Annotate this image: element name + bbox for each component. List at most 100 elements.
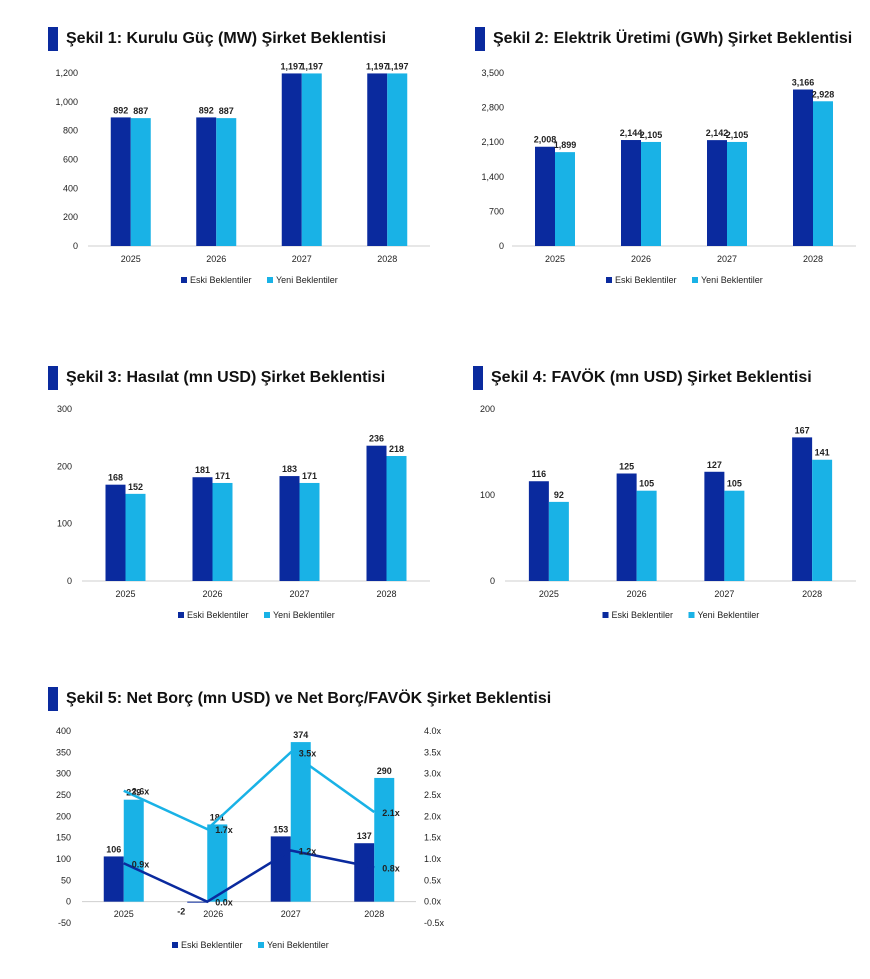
y-tick-label: 700: [489, 206, 504, 216]
bar-new: [387, 73, 408, 247]
y-tick-label: 50: [61, 875, 71, 885]
y2-tick-label: 1.0x: [424, 854, 442, 864]
data-label-old: 2,144: [620, 128, 643, 138]
chart-title-4: Şekil 4: FAVÖK (mn USD) Şirket Beklentis…: [473, 366, 812, 390]
legend-swatch-old: [606, 277, 612, 283]
bar-old: [535, 146, 555, 246]
y2-tick-label: 2.0x: [424, 811, 442, 821]
bar-old: [105, 484, 126, 581]
bar-old: [281, 73, 302, 247]
data-label-new: 239: [126, 788, 141, 798]
bar-old: [192, 477, 213, 581]
bar-new: [299, 482, 320, 581]
y-tick-label: 3,500: [481, 68, 504, 78]
legend-label-new: Yeni Beklentiler: [701, 275, 763, 285]
x-tick-label: 2026: [203, 909, 223, 919]
y-tick-label: 1,000: [55, 97, 78, 107]
data-label-old: 168: [108, 473, 123, 483]
y-tick-label: 2,800: [481, 103, 504, 113]
title-marker: [475, 27, 485, 51]
bar-new: [130, 118, 151, 246]
data-label-new: 887: [219, 106, 234, 116]
chart-title-text: Şekil 3: Hasılat (mn USD) Şirket Beklent…: [66, 369, 386, 386]
title-marker: [473, 366, 483, 390]
data-label-new: 1,197: [300, 61, 323, 71]
bar-new: [386, 456, 407, 581]
y-tick-label: 600: [63, 155, 78, 165]
y-tick-label: 100: [57, 519, 72, 529]
legend-swatch-old: [178, 612, 184, 618]
x-tick-label: 2025: [115, 589, 135, 599]
data-label-new: 141: [815, 448, 830, 458]
x-tick-label: 2026: [202, 589, 222, 599]
ratio-label-new: 2.1x: [382, 808, 400, 818]
bar-new: [812, 459, 833, 581]
bar-old: [707, 140, 727, 246]
y-tick-label: 0: [490, 576, 495, 586]
bar-old: [366, 445, 387, 581]
chart-title-5: Şekil 5: Net Borç (mn USD) ve Net Borç/F…: [48, 687, 551, 711]
y2-tick-label: 1.5x: [424, 833, 442, 843]
legend-label-new: Yeni Beklentiler: [273, 610, 335, 620]
legend-label-old: Eski Beklentiler: [190, 275, 252, 285]
bar-old: [196, 117, 217, 246]
data-label-new: 2,105: [726, 130, 749, 140]
y2-tick-label: 3.5x: [424, 747, 442, 757]
bar-old: [792, 437, 813, 581]
legend-swatch-new: [688, 612, 695, 618]
bar-new: [290, 742, 311, 902]
y-tick-label: 250: [56, 790, 71, 800]
data-label-new: 2,928: [812, 89, 835, 99]
y2-tick-label: 4.0x: [424, 726, 442, 736]
bar-old: [528, 481, 549, 581]
data-label-new: 218: [389, 444, 404, 454]
y-tick-label: 0: [67, 576, 72, 586]
chart-title-text: Şekil 1: Kurulu Güç (MW) Şirket Beklenti…: [66, 30, 387, 47]
data-label-old: 892: [199, 105, 214, 115]
data-label-old: 1,197: [366, 61, 389, 71]
chart-title-1: Şekil 1: Kurulu Güç (MW) Şirket Beklenti…: [48, 27, 386, 51]
y-tick-label: 200: [63, 212, 78, 222]
y2-tick-label: 0.0x: [424, 897, 442, 907]
chart-panel-1: Şekil 1: Kurulu Güç (MW) Şirket Beklenti…: [0, 0, 440, 300]
legend-label-old: Eski Beklentiler: [187, 610, 249, 620]
y-tick-label: 350: [56, 747, 71, 757]
y-tick-label: 2,100: [481, 137, 504, 147]
title-marker: [48, 366, 58, 390]
chart-panel-5: Şekil 5: Net Borç (mn USD) ve Net Borç/F…: [0, 670, 560, 979]
title-marker: [48, 27, 58, 51]
bar-new: [724, 490, 745, 581]
data-label-new: 1,197: [386, 61, 409, 71]
ratio-label-old: 0.8x: [382, 864, 400, 874]
y-tick-label: 150: [56, 833, 71, 843]
x-tick-label: 2026: [206, 254, 226, 264]
data-label-new: 92: [554, 490, 564, 500]
y-tick-label: 200: [57, 461, 72, 471]
x-tick-label: 2027: [717, 254, 737, 264]
bar-old: [279, 476, 300, 581]
bar-new: [216, 118, 237, 246]
data-label-new: 181: [210, 812, 225, 822]
bar-new: [374, 777, 395, 902]
bar-new: [641, 141, 661, 246]
data-label-old: 2,008: [534, 135, 557, 145]
y2-tick-label: 3.0x: [424, 769, 442, 779]
y-tick-label: 100: [56, 854, 71, 864]
x-tick-label: 2027: [714, 589, 734, 599]
legend-label-new: Yeni Beklentiler: [276, 275, 338, 285]
ratio-label-old: 0.0x: [215, 898, 233, 908]
ratio-line-old: [123, 849, 375, 904]
y-tick-label: -50: [58, 918, 71, 928]
data-label-new: 2,105: [640, 130, 663, 140]
bar-new: [123, 799, 144, 902]
bar-old: [367, 73, 388, 247]
bar-old: [110, 117, 131, 246]
data-label-old: 137: [357, 831, 372, 841]
data-label-old: 116: [532, 469, 547, 479]
x-tick-label: 2025: [545, 254, 565, 264]
legend-label-old: Eski Beklentiler: [612, 610, 674, 620]
x-tick-label: 2028: [376, 589, 396, 599]
bar-new: [212, 482, 233, 581]
legend-label-old: Eski Beklentiler: [615, 275, 677, 285]
legend-label-new: Yeni Beklentiler: [267, 940, 329, 950]
